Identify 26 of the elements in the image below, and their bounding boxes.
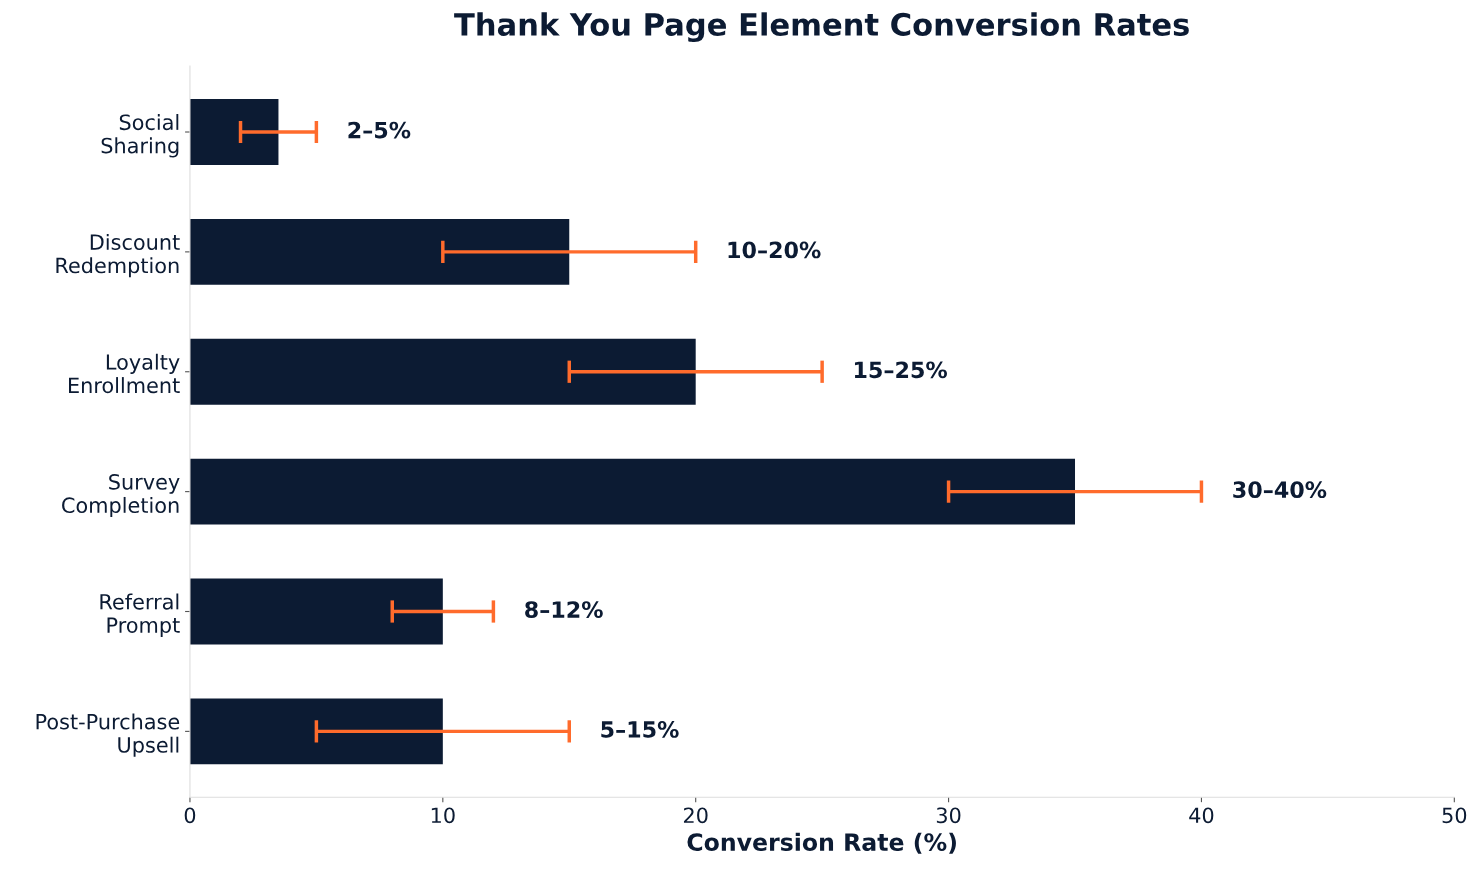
x-tick-label: 10	[431, 807, 455, 824]
annotation: 2–5%	[348, 121, 411, 139]
annotation: 15–25%	[854, 361, 947, 379]
bar	[189, 458, 1076, 525]
y-tick-label: Post-Purchase Upsell	[36, 713, 180, 757]
x-axis-title: Conversion Rate (%)	[687, 832, 956, 854]
bar	[189, 99, 279, 165]
bar	[189, 578, 443, 645]
y-tick-label: Discount Redemption	[56, 233, 180, 278]
x-tick-label: 40	[1189, 807, 1214, 824]
bar	[189, 218, 570, 285]
x-tick-label: 20	[683, 807, 708, 824]
annotation: 10–20%	[728, 241, 821, 259]
annotation: 5–15%	[601, 721, 679, 738]
y-tick-label: Social Sharing	[101, 114, 179, 158]
y-tick-label: Referral Prompt	[100, 593, 180, 637]
x-tick-label: 0	[184, 807, 196, 824]
chart-title: Thank You Page Element Conversion Rates	[454, 12, 1189, 43]
annotation: 8–12%	[525, 601, 603, 618]
x-tick-label: 50	[1442, 807, 1467, 824]
y-tick-label: Loyalty Enrollment	[69, 353, 180, 394]
x-tick-label: 30	[936, 807, 961, 824]
bar	[189, 698, 443, 765]
annotation: 30–40%	[1233, 481, 1327, 499]
y-tick-label: Survey Completion	[62, 474, 180, 518]
bar	[189, 338, 696, 405]
